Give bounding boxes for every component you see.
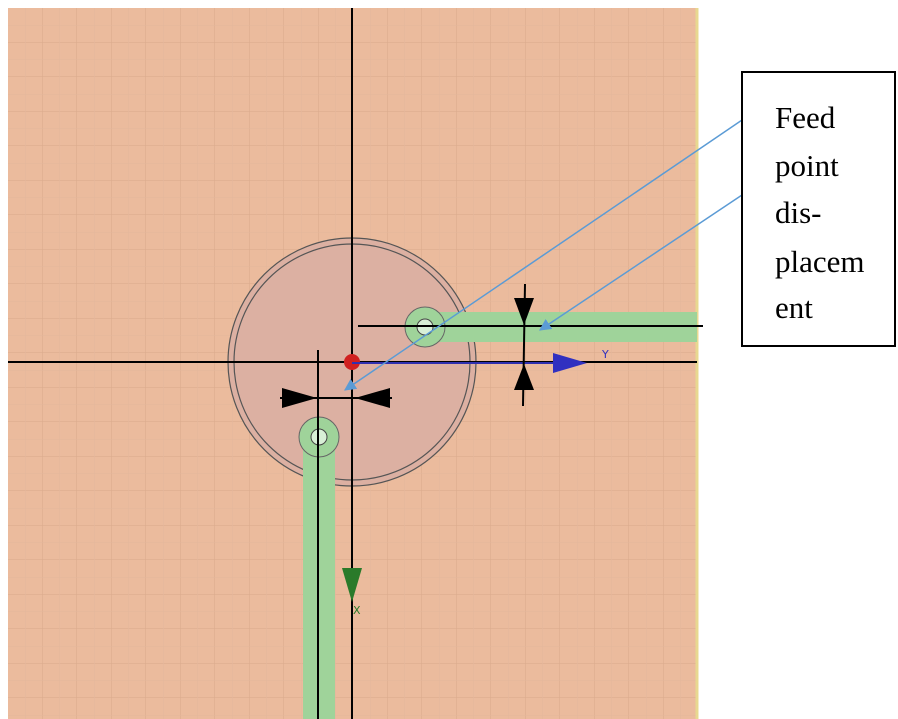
x-axis-label: X (353, 604, 361, 617)
leader-line (539, 194, 743, 331)
dimension-arrow (355, 388, 390, 408)
annotation-text: dis- (775, 195, 822, 230)
dimension-arrow (282, 388, 317, 408)
annotation-text: placem (775, 244, 865, 279)
y-axis-label: Y (601, 348, 609, 361)
annotation-text: Feed (775, 100, 836, 135)
annotation-text: ent (775, 290, 813, 325)
annotation-box (741, 71, 896, 347)
leader-line (344, 117, 746, 391)
dimension-arrow (514, 298, 534, 325)
dimension-arrow (514, 364, 534, 390)
y-arrow (553, 353, 587, 373)
x-arrow (342, 568, 362, 602)
annotation-text: point (775, 148, 839, 183)
